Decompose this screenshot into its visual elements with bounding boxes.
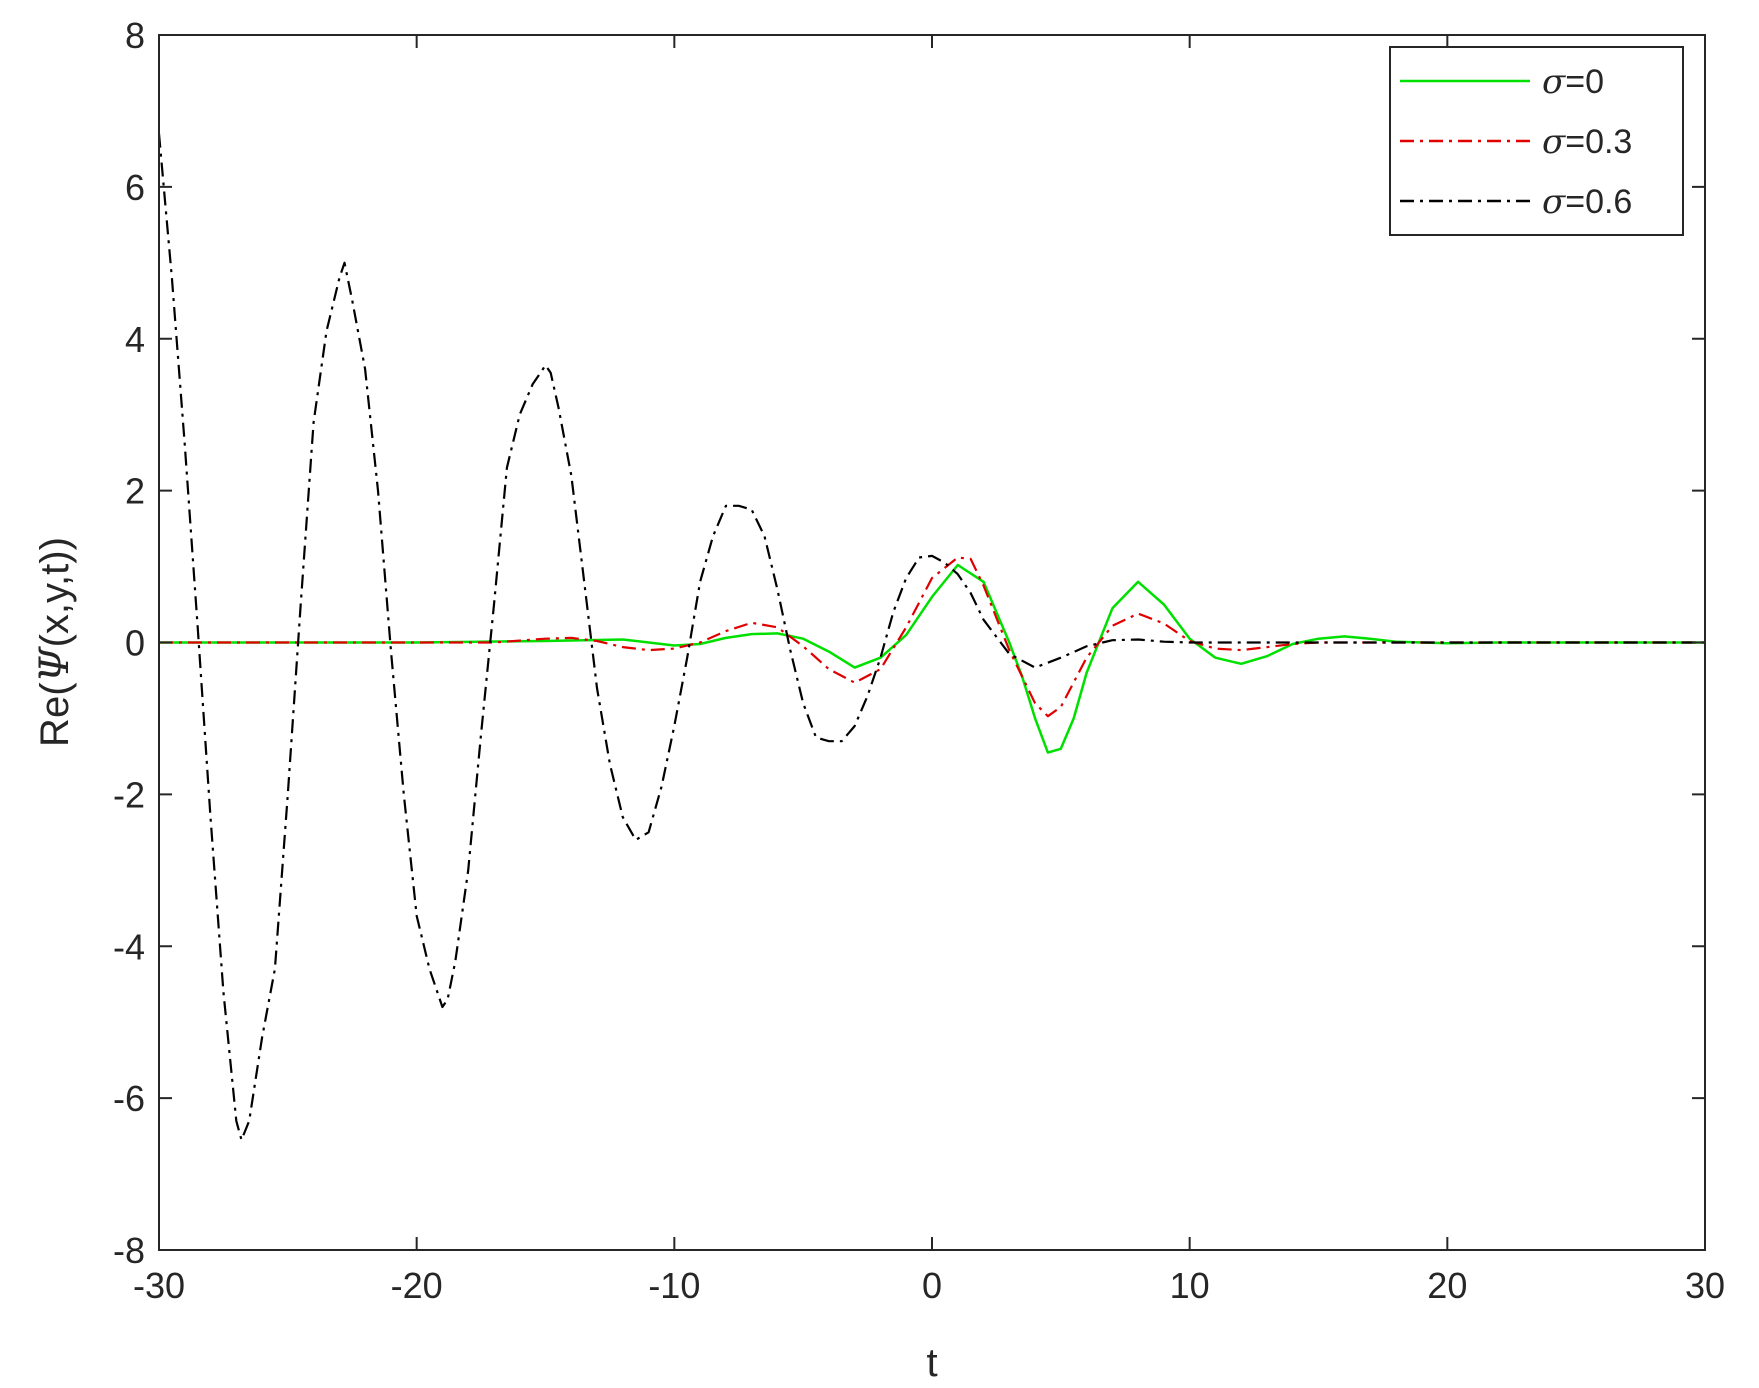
y-tick-label: -6	[113, 1078, 145, 1119]
legend-symbol: σ	[1542, 62, 1566, 102]
x-tick-label: 0	[922, 1265, 942, 1306]
legend-entry-0: σ=0	[1542, 62, 1604, 102]
x-tick-label: -20	[391, 1265, 443, 1306]
y-axis-label-suffix: (x,y,t))	[33, 537, 77, 647]
x-tick-label: 20	[1427, 1265, 1467, 1306]
legend-entry-2: σ=0.6	[1542, 182, 1632, 222]
legend-value: =0.6	[1565, 183, 1632, 221]
x-tick-label: 10	[1170, 1265, 1210, 1306]
y-tick-label: 4	[125, 319, 145, 360]
y-axis-label-symbol: Ψ	[32, 645, 78, 682]
y-tick-label: -4	[113, 926, 145, 967]
x-tick-label: 30	[1685, 1265, 1725, 1306]
legend-symbol: σ	[1542, 182, 1566, 222]
ticks-layer	[158, 34, 1706, 1251]
y-tick-label: -2	[113, 774, 145, 815]
y-tick-label: 8	[125, 15, 145, 56]
y-tick-label: 6	[125, 167, 145, 208]
series-line-2	[157, 133, 1705, 1142]
legend-value: =0.3	[1565, 123, 1632, 161]
y-tick-label: -8	[113, 1230, 145, 1271]
series-layer	[157, 133, 1705, 1142]
x-axis-label: t	[926, 1341, 937, 1385]
series-line-0	[159, 563, 1705, 754]
x-tick-label: -10	[648, 1265, 700, 1306]
legend-value: =0	[1565, 63, 1604, 101]
series-line-1	[159, 556, 1705, 718]
y-tick-label: 0	[125, 623, 145, 664]
y-tick-label: 2	[125, 471, 145, 512]
y-axis-label-prefix: Re(	[33, 682, 77, 747]
legend: σ=0σ=0.3σ=0.6	[1389, 46, 1684, 236]
legend-entry-1: σ=0.3	[1542, 122, 1632, 162]
x-tick-label: -30	[133, 1265, 185, 1306]
y-axis-label: Re(Ψ(x,y,t))	[32, 537, 78, 747]
legend-symbol: σ	[1542, 122, 1566, 162]
